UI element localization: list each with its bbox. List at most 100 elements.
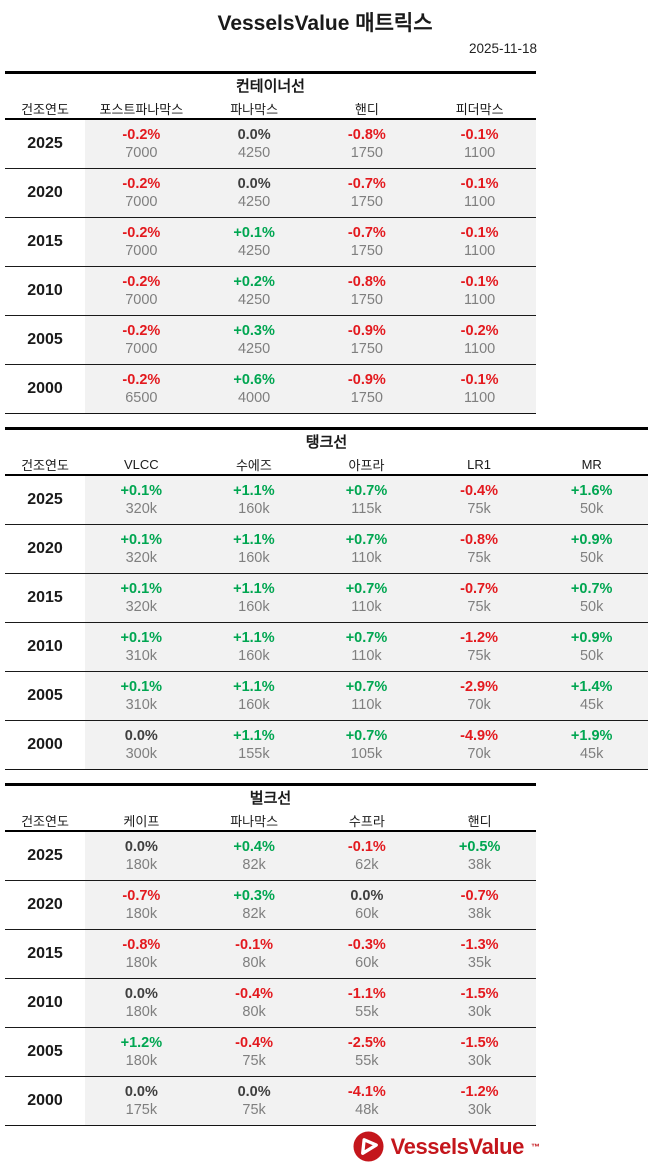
column-header: 수프라 — [348, 813, 385, 829]
footer: VesselsValue ™ — [0, 1131, 540, 1162]
data-cell: +0.1% 320k — [85, 525, 198, 573]
change-percent: -1.2% — [460, 630, 499, 646]
data-cell: +0.7% 105k — [310, 721, 423, 769]
change-percent: +0.7% — [345, 679, 388, 695]
price-value: 45k — [579, 746, 604, 762]
change-percent: -0.9% — [347, 323, 386, 339]
price-value: 30k — [467, 1053, 492, 1069]
year-cell: 2010 — [5, 267, 85, 315]
data-cell: -0.2% 1100 — [423, 316, 536, 364]
data-cell: +0.7% 115k — [310, 476, 423, 524]
change-percent: -1.2% — [460, 1084, 499, 1100]
price-value: 160k — [238, 697, 270, 713]
price-value: 7000 — [125, 243, 158, 259]
price-value: 60k — [355, 906, 379, 922]
data-cell: -0.1% 1100 — [423, 120, 536, 168]
change-percent: -0.7% — [460, 581, 499, 597]
data-cell: 0.0% 180k — [85, 979, 198, 1027]
change-percent: +0.7% — [345, 728, 388, 744]
change-percent: -0.2% — [122, 274, 161, 290]
column-header: 핸디 — [467, 813, 492, 829]
data-cell: -0.9% 1750 — [310, 365, 424, 413]
data-cell: -0.2% 7000 — [85, 169, 198, 217]
change-percent: -0.7% — [347, 176, 386, 192]
section-title: 벌크선 — [249, 790, 292, 807]
data-cell: -0.4% 75k — [197, 1028, 311, 1076]
data-cell: 0.0% 180k — [85, 832, 198, 880]
price-value: 70k — [467, 746, 491, 762]
data-cell: +0.6% 4000 — [197, 365, 311, 413]
matrix-table: 벌크선 건조연도 케이프 파나막스 수프라 핸디 2025 0.0% 180k +0.4% 82k -… — [5, 783, 536, 1126]
data-cell: 0.0% 4250 — [197, 120, 311, 168]
data-cell: -0.2% 7000 — [85, 120, 198, 168]
year-cell: 2020 — [5, 525, 85, 573]
data-cell: -0.4% 80k — [197, 979, 311, 1027]
data-cell: -0.7% 1750 — [310, 169, 424, 217]
change-percent: +0.7% — [345, 483, 388, 499]
price-value: 110k — [351, 648, 382, 664]
price-value: 110k — [351, 550, 382, 566]
column-header: 케이프 — [123, 813, 160, 829]
price-value: 60k — [355, 955, 379, 971]
change-percent: -0.8% — [460, 532, 499, 548]
table-row: 2005 -0.2% 7000 +0.3% 4250 -0.9% 1750 -0.2% 1100 — [5, 315, 536, 364]
change-percent: -4.9% — [460, 728, 499, 744]
change-percent: +0.6% — [233, 372, 275, 388]
data-cell: -0.3% 60k — [310, 930, 424, 978]
change-percent: +0.5% — [458, 839, 501, 855]
year-cell: 2005 — [5, 1028, 85, 1076]
change-percent: +1.1% — [233, 581, 275, 597]
data-cell: +0.7% 110k — [310, 623, 423, 671]
table-row: 2025 -0.2% 7000 0.0% 4250 -0.8% 1750 -0.1% 1100 — [5, 120, 536, 168]
table-row: 2025 0.0% 180k +0.4% 82k -0.1% 62k +0.5% 38k — [5, 832, 536, 880]
price-value: 110k — [351, 599, 382, 615]
data-cell: -0.8% 1750 — [310, 120, 424, 168]
data-cell: +0.7% 110k — [310, 574, 423, 622]
year-cell: 2015 — [5, 574, 85, 622]
change-percent: +1.4% — [570, 679, 613, 695]
data-cell: -0.1% 1100 — [423, 218, 536, 266]
data-cell: -1.2% 30k — [423, 1077, 536, 1125]
table-row: 2005 +1.2% 180k -0.4% 75k -2.5% 55k -1.5% 30k — [5, 1027, 536, 1076]
year-column-header: 건조연도 — [21, 457, 69, 473]
price-value: 55k — [355, 1004, 379, 1020]
year-cell: 2025 — [5, 476, 85, 524]
data-cell: +1.2% 180k — [85, 1028, 198, 1076]
price-value: 4250 — [237, 145, 271, 161]
change-percent: -0.7% — [122, 888, 161, 904]
change-percent: -0.8% — [347, 274, 386, 290]
data-cell: +1.1% 160k — [197, 525, 311, 573]
data-cell: -0.7% 180k — [85, 881, 198, 929]
change-percent: -0.2% — [122, 323, 161, 339]
change-percent: -0.4% — [235, 1035, 274, 1051]
change-percent: -2.5% — [347, 1035, 386, 1051]
change-percent: +0.3% — [233, 888, 275, 904]
data-cell: +0.5% 38k — [423, 832, 536, 880]
price-value: 160k — [238, 501, 270, 517]
change-percent: +1.1% — [233, 483, 275, 499]
year-cell: 2015 — [5, 930, 85, 978]
change-percent: 0.0% — [237, 1084, 271, 1100]
change-percent: -1.5% — [460, 1035, 499, 1051]
change-percent: +0.1% — [120, 483, 163, 499]
data-cell: 0.0% 300k — [85, 721, 198, 769]
change-percent: -0.2% — [122, 176, 161, 192]
price-value: 75k — [467, 550, 491, 566]
change-percent: +1.1% — [233, 728, 275, 744]
change-percent: -4.1% — [347, 1084, 386, 1100]
data-cell: -0.7% 75k — [422, 574, 536, 622]
data-cell: -0.1% 80k — [197, 930, 311, 978]
table-row: 2000 -0.2% 6500 +0.6% 4000 -0.9% 1750 -0.1% 1100 — [5, 364, 536, 413]
data-cell: -0.1% 62k — [310, 832, 424, 880]
change-percent: -0.8% — [347, 127, 386, 143]
data-cell: -1.5% 30k — [423, 979, 536, 1027]
data-cell: 0.0% 175k — [85, 1077, 198, 1125]
data-cell: -0.8% 75k — [422, 525, 536, 573]
price-value: 50k — [579, 599, 604, 615]
change-percent: +0.2% — [233, 274, 275, 290]
change-percent: 0.0% — [124, 986, 158, 1002]
table-header-row: 건조연도 케이프 파나막스 수프라 핸디 — [5, 810, 536, 832]
price-value: 75k — [242, 1102, 266, 1118]
data-cell: -0.2% 7000 — [85, 218, 198, 266]
change-percent: 0.0% — [124, 1084, 158, 1100]
